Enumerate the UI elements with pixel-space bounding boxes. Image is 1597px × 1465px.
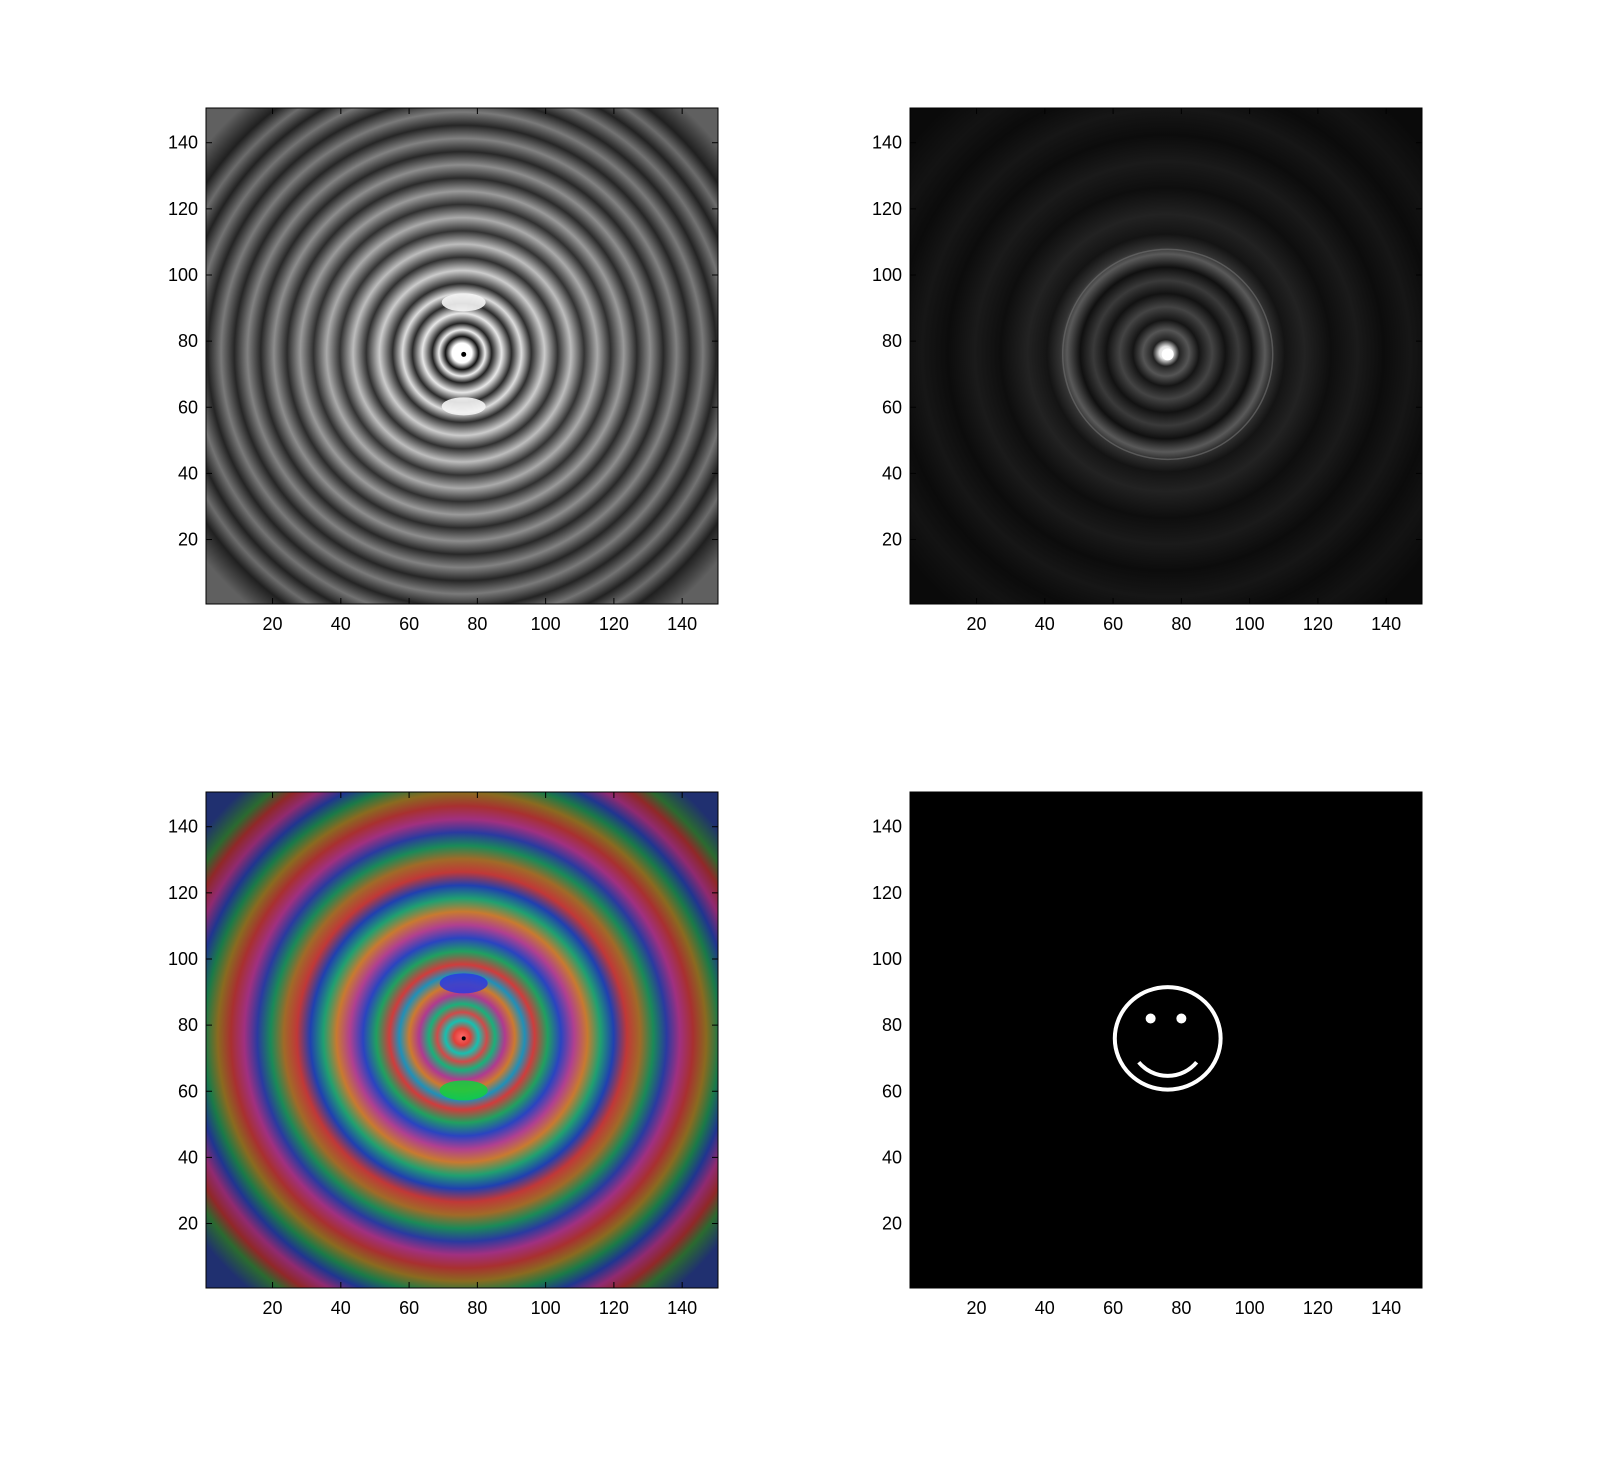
ring-pattern <box>206 792 718 1288</box>
x-tick-label: 20 <box>263 614 283 634</box>
y-tick-label: 60 <box>882 397 902 417</box>
axes-frame <box>909 107 1423 605</box>
y-tick-label: 100 <box>872 949 902 969</box>
x-tick-label: 80 <box>1171 1298 1191 1318</box>
y-tick-label: 20 <box>178 1214 198 1234</box>
y-tick-label: 140 <box>872 133 902 153</box>
image-bottom-left <box>206 792 718 1288</box>
y-tick-label: 100 <box>872 265 902 285</box>
x-tick-label: 60 <box>399 614 419 634</box>
y-tick-label: 60 <box>882 1081 902 1101</box>
axes-frame <box>205 107 719 605</box>
x-tick-label: 140 <box>1371 614 1401 634</box>
y-tick-label: 140 <box>872 817 902 837</box>
y-tick-label: 20 <box>178 530 198 550</box>
x-tick-label: 120 <box>599 614 629 634</box>
y-tick-label: 40 <box>882 1147 902 1167</box>
x-tick-label: 40 <box>331 1298 351 1318</box>
smiley-mouth <box>1137 1060 1199 1078</box>
image-background <box>910 792 1422 1288</box>
x-tick-label: 120 <box>599 1298 629 1318</box>
x-tick-label: 40 <box>1035 614 1055 634</box>
y-tick-label: 60 <box>178 397 198 417</box>
axes-frame <box>205 791 719 1289</box>
y-tick-label: 80 <box>178 331 198 351</box>
y-tick-label: 40 <box>178 1147 198 1167</box>
x-tick-label: 60 <box>1103 614 1123 634</box>
y-tick-label: 20 <box>882 1214 902 1234</box>
x-tick-label: 20 <box>967 1298 987 1318</box>
x-tick-label: 100 <box>1235 614 1265 634</box>
y-tick-label: 140 <box>168 133 198 153</box>
y-tick-label: 60 <box>178 1081 198 1101</box>
x-tick-label: 60 <box>399 1298 419 1318</box>
y-tick-label: 80 <box>178 1015 198 1035</box>
subplot-bottom-right: 20 40 60 80 100 120 140 20 40 60 80 100 120 140 <box>872 791 1423 1318</box>
bright-lobe-top <box>441 293 486 312</box>
image-top-right <box>910 108 1422 604</box>
x-tick-label: 120 <box>1303 614 1333 634</box>
y-tick-label: 120 <box>168 199 198 219</box>
smiley-right-eye <box>1176 1013 1187 1024</box>
image-bottom-right <box>910 792 1422 1288</box>
subplot-top-right: 20 40 60 80 100 120 140 20 40 60 80 100 120 140 <box>872 107 1423 634</box>
y-tick-label: 100 <box>168 949 198 969</box>
x-tick-label: 40 <box>1035 1298 1055 1318</box>
x-tick-label: 20 <box>263 1298 283 1318</box>
y-tick-label: 80 <box>882 331 902 351</box>
image-top-left <box>206 108 718 604</box>
y-tick-label: 100 <box>168 265 198 285</box>
blue-lobe-top <box>439 973 488 994</box>
x-tick-label: 140 <box>667 614 697 634</box>
center-spot <box>1161 348 1174 361</box>
y-tick-label: 120 <box>872 199 902 219</box>
x-tick-label: 100 <box>531 614 561 634</box>
y-tick-label: 140 <box>168 817 198 837</box>
x-tick-label: 140 <box>667 1298 697 1318</box>
x-tick-label: 40 <box>331 614 351 634</box>
axes-frame <box>909 791 1423 1289</box>
smiley-left-eye <box>1145 1013 1156 1024</box>
x-tick-label: 80 <box>1171 614 1191 634</box>
y-tick-label: 20 <box>882 530 902 550</box>
x-tick-label: 80 <box>467 1298 487 1318</box>
smiley-face-outline <box>1112 985 1223 1092</box>
faint-ring <box>1061 248 1274 461</box>
y-tick-label: 120 <box>872 883 902 903</box>
green-lobe-bottom <box>439 1080 488 1101</box>
y-tick-label: 40 <box>178 463 198 483</box>
x-tick-label: 80 <box>467 614 487 634</box>
x-tick-label: 60 <box>1103 1298 1123 1318</box>
x-tick-label: 140 <box>1371 1298 1401 1318</box>
x-tick-label: 100 <box>1235 1298 1265 1318</box>
subplot-top-left: 20 40 60 80 100 120 140 20 40 60 80 100 120 140 <box>168 107 719 634</box>
bright-lobe-bottom <box>441 397 486 416</box>
y-tick-label: 120 <box>168 883 198 903</box>
x-tick-label: 100 <box>531 1298 561 1318</box>
y-tick-label: 40 <box>882 463 902 483</box>
center-dot <box>461 351 467 357</box>
x-tick-label: 20 <box>967 614 987 634</box>
center-dot <box>461 1036 466 1041</box>
x-tick-label: 120 <box>1303 1298 1333 1318</box>
subplot-bottom-left: 20 40 60 80 100 120 140 20 40 60 80 100 120 140 <box>168 791 719 1318</box>
y-tick-label: 80 <box>882 1015 902 1035</box>
